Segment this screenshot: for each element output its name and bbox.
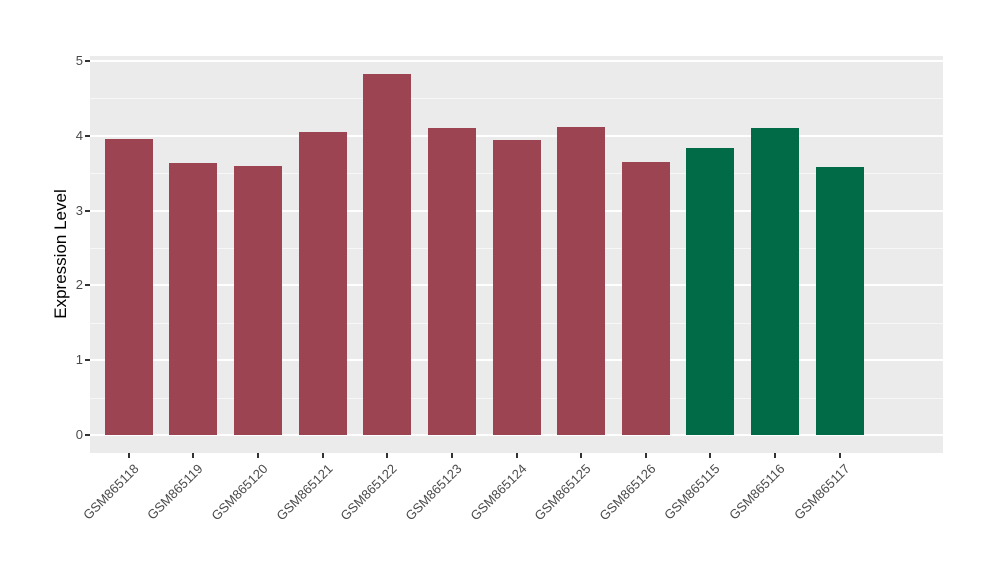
y-tick-label: 1 (75, 352, 83, 368)
x-tick-label: GSM865119 (144, 461, 207, 523)
x-tick-mark (580, 453, 583, 458)
y-tick-label: 0 (75, 427, 83, 442)
x-tick-label: GSM865118 (79, 461, 142, 523)
y-tick-mark (85, 209, 90, 212)
x-tick-label: GSM865125 (531, 461, 594, 524)
x-tick-label: GSM865124 (466, 461, 530, 524)
gridline-major (90, 134, 943, 137)
bar-GSM865117 (815, 167, 864, 435)
x-tick-mark (773, 453, 776, 458)
x-tick-label: GSM865120 (208, 461, 271, 524)
bar-GSM865126 (621, 161, 670, 435)
x-tick-mark (838, 453, 841, 458)
x-tick-label: GSM865123 (402, 461, 465, 524)
bar-GSM865122 (363, 74, 412, 435)
bar-GSM865116 (750, 128, 799, 435)
y-tick-mark (85, 60, 90, 62)
y-tick-mark (85, 284, 90, 287)
x-tick-label: GSM865126 (596, 461, 659, 524)
x-tick-mark (321, 453, 324, 458)
x-tick-mark (709, 453, 712, 458)
bar-GSM865121 (298, 132, 347, 435)
bar-GSM865124 (492, 139, 541, 435)
bar-GSM865118 (104, 138, 153, 435)
x-tick-label: GSM865117 (790, 461, 853, 523)
bar-GSM865125 (557, 126, 606, 435)
x-tick-label: GSM865121 (273, 461, 336, 524)
x-tick-mark (127, 453, 130, 458)
y-tick-mark (85, 134, 90, 137)
gridline-major (90, 434, 943, 436)
x-tick-mark (515, 453, 518, 458)
x-tick-mark (257, 453, 259, 458)
x-tick-label: GSM865116 (726, 461, 788, 523)
gridline-major (90, 60, 943, 62)
x-tick-label: GSM865122 (337, 461, 400, 524)
x-tick-mark (386, 453, 389, 458)
x-tick-mark (644, 453, 647, 458)
x-tick-mark (450, 453, 453, 458)
y-tick-label: 3 (75, 202, 83, 218)
y-tick-label: 4 (75, 127, 83, 143)
x-tick-mark (192, 453, 195, 458)
y-tick-label: 5 (75, 53, 83, 68)
x-tick-label: GSM865115 (661, 461, 723, 523)
gridline-minor (90, 98, 943, 100)
y-tick-label: 2 (75, 277, 83, 293)
y-tick-mark (85, 359, 90, 362)
bar-GSM865123 (427, 128, 476, 435)
bar-GSM865115 (686, 147, 735, 435)
bar-GSM865119 (169, 162, 218, 435)
bar-GSM865120 (234, 166, 282, 435)
y-tick-mark (85, 434, 90, 436)
